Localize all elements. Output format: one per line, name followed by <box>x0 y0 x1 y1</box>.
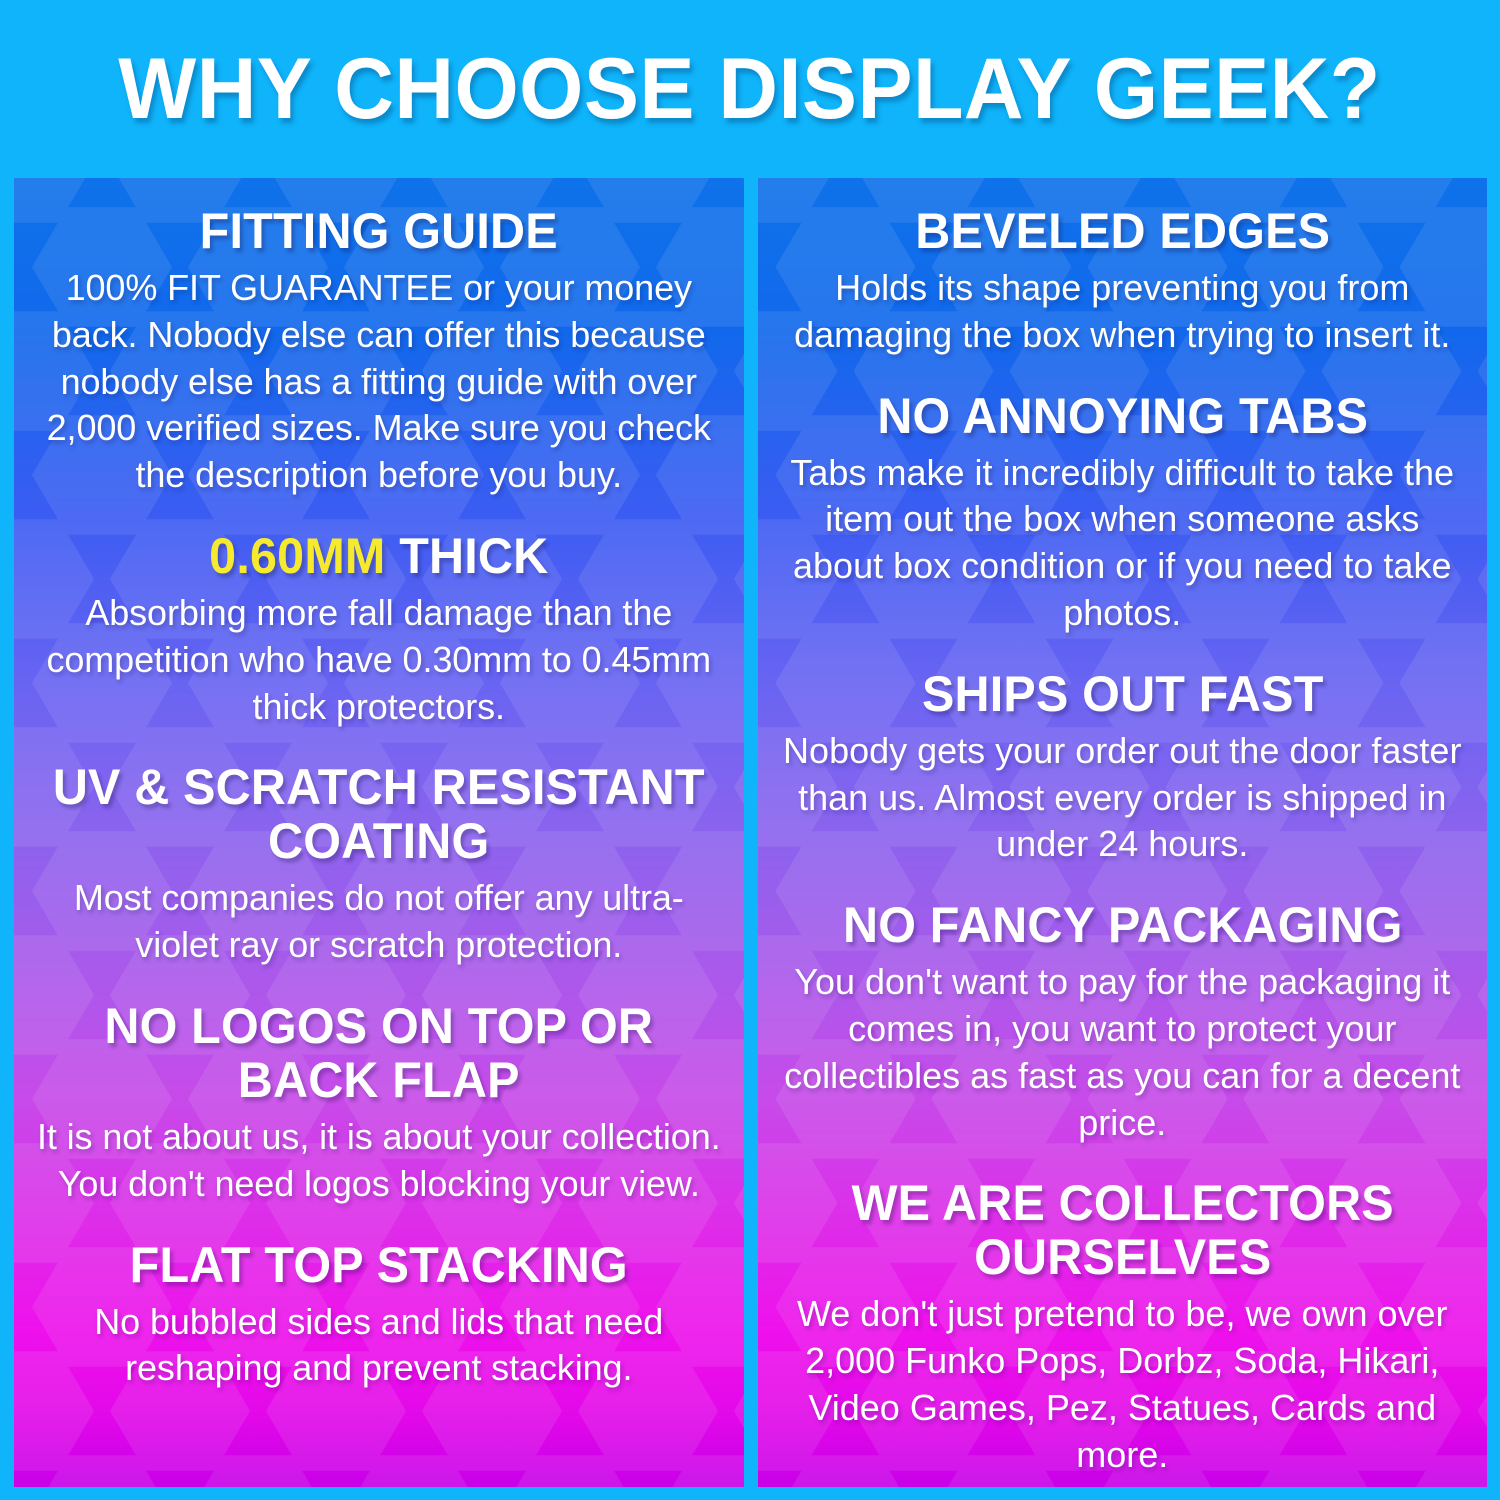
feature-title: UV & SCRATCH RESISTANT COATING <box>52 759 705 870</box>
feature-block-we-are-collectors: WE ARE COLLECTORS OURSELVES We don't jus… <box>780 1176 1466 1478</box>
feature-body: It is not about us, it is about your col… <box>36 1115 721 1204</box>
feature-columns: FITTING GUIDE 100% FIT GUARANTEE or your… <box>14 178 1487 1487</box>
page-header: WHY CHOOSE DISPLAY GEEK? <box>0 0 1500 178</box>
feature-title: NO ANNOYING TABS <box>876 387 1368 444</box>
feature-block-fitting-guide: FITTING GUIDE 100% FIT GUARANTEE or your… <box>36 204 722 499</box>
feature-title: NO LOGOS ON TOP OR BACK FLAP <box>104 997 654 1108</box>
feature-block-thickness: 0.60MM THICK Absorbing more fall damage … <box>36 529 722 730</box>
feature-block-flat-top-stacking: FLAT TOP STACKING No bubbled sides and l… <box>36 1238 722 1393</box>
right-panel-content: BEVELED EDGES Holds its shape preventing… <box>780 204 1466 1475</box>
left-panel-gradient <box>14 178 744 1487</box>
feature-title: FITTING GUIDE <box>199 203 558 259</box>
feature-title: SHIPS OUT FAST <box>921 665 1324 722</box>
feature-title: NO FANCY PACKAGING <box>842 897 1402 954</box>
feature-body: Holds its shape preventing you from dama… <box>794 267 1451 355</box>
feature-block-no-logos: NO LOGOS ON TOP OR BACK FLAP It is not a… <box>36 999 722 1208</box>
feature-block-no-fancy-packaging: NO FANCY PACKAGING You don't want to pay… <box>780 898 1466 1146</box>
feature-title: WE ARE COLLECTORS OURSELVES <box>851 1175 1394 1286</box>
right-feature-panel: BEVELED EDGES Holds its shape preventing… <box>757 178 1487 1487</box>
feature-title: BEVELED EDGES <box>914 203 1330 259</box>
thickness-highlight: 0.60MM <box>209 527 386 584</box>
feature-body: No bubbled sides and lids that need resh… <box>94 1300 664 1389</box>
feature-block-beveled-edges: BEVELED EDGES Holds its shape preventing… <box>780 204 1466 359</box>
feature-body: 100% FIT GUARANTEE or your money back. N… <box>46 267 711 496</box>
feature-block-ships-out-fast: SHIPS OUT FAST Nobody gets your order ou… <box>780 667 1466 868</box>
feature-body: Absorbing more fall damage than the comp… <box>46 591 712 727</box>
right-panel-gradient <box>757 178 1487 1487</box>
feature-body: You don't want to pay for the packaging … <box>784 961 1461 1143</box>
thickness-rest: THICK <box>385 527 549 584</box>
page-title: WHY CHOOSE DISPLAY GEEK? <box>118 41 1382 137</box>
feature-body: Most companies do not offer any ultra-vi… <box>73 877 684 966</box>
feature-block-uv-scratch: UV & SCRATCH RESISTANT COATING Most comp… <box>36 760 722 969</box>
feature-title: FLAT TOP STACKING <box>129 1236 628 1293</box>
feature-body: Tabs make it incredibly difficult to tak… <box>790 451 1455 633</box>
feature-block-no-annoying-tabs: NO ANNOYING TABS Tabs make it incredibly… <box>780 389 1466 637</box>
left-panel-content: FITTING GUIDE 100% FIT GUARANTEE or your… <box>36 204 722 1467</box>
feature-title: 0.60MM THICK <box>46 529 711 583</box>
feature-body: Nobody gets your order out the door fast… <box>783 729 1462 865</box>
left-feature-panel: FITTING GUIDE 100% FIT GUARANTEE or your… <box>14 178 744 1487</box>
feature-body: We don't just pretend to be, we own over… <box>796 1293 1448 1475</box>
